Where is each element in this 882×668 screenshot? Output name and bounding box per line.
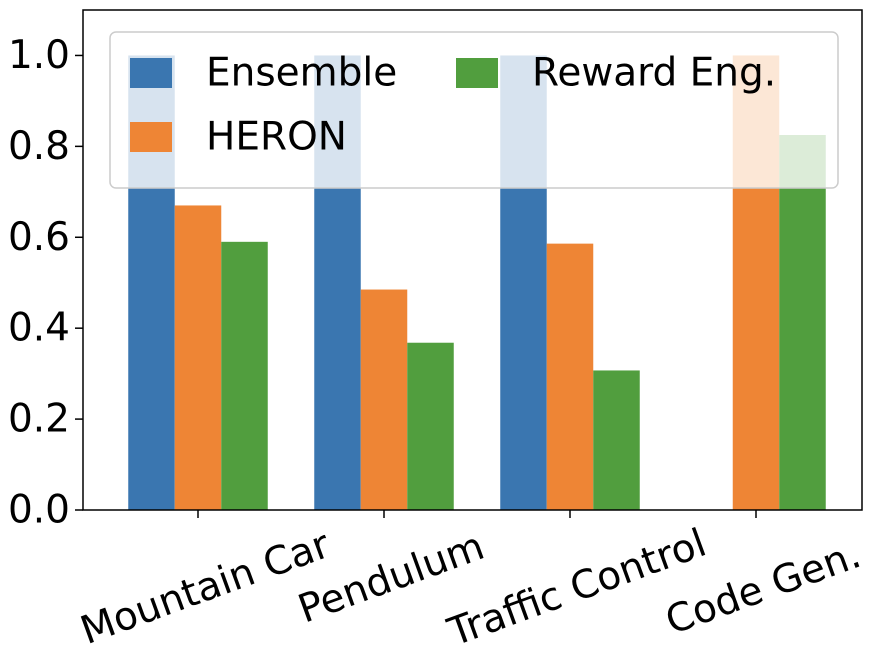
- bar: [174, 205, 222, 511]
- legend-label: HERON: [206, 115, 347, 160]
- y-tick-label: 1.0: [8, 33, 70, 78]
- plot-frame: [82, 9, 863, 511]
- y-tick-label: 0.0: [8, 488, 70, 533]
- y-tick-label: 0.4: [8, 306, 70, 351]
- legend-swatch: [130, 122, 172, 152]
- y-tick-label: 0.2: [8, 397, 70, 442]
- bar: [407, 342, 454, 510]
- legend-swatch: [456, 58, 498, 88]
- bar: [593, 370, 640, 510]
- y-tick-label: 0.8: [8, 124, 70, 169]
- legend-label: Reward Eng.: [532, 51, 776, 96]
- legend-box: [109, 31, 839, 189]
- legend-swatch: [130, 58, 172, 88]
- y-tick-label: 0.6: [8, 215, 70, 260]
- bar: [360, 289, 408, 510]
- bar: [221, 241, 268, 510]
- bar: [779, 135, 826, 510]
- legend-label: Ensemble: [206, 51, 397, 96]
- bar: [546, 243, 594, 511]
